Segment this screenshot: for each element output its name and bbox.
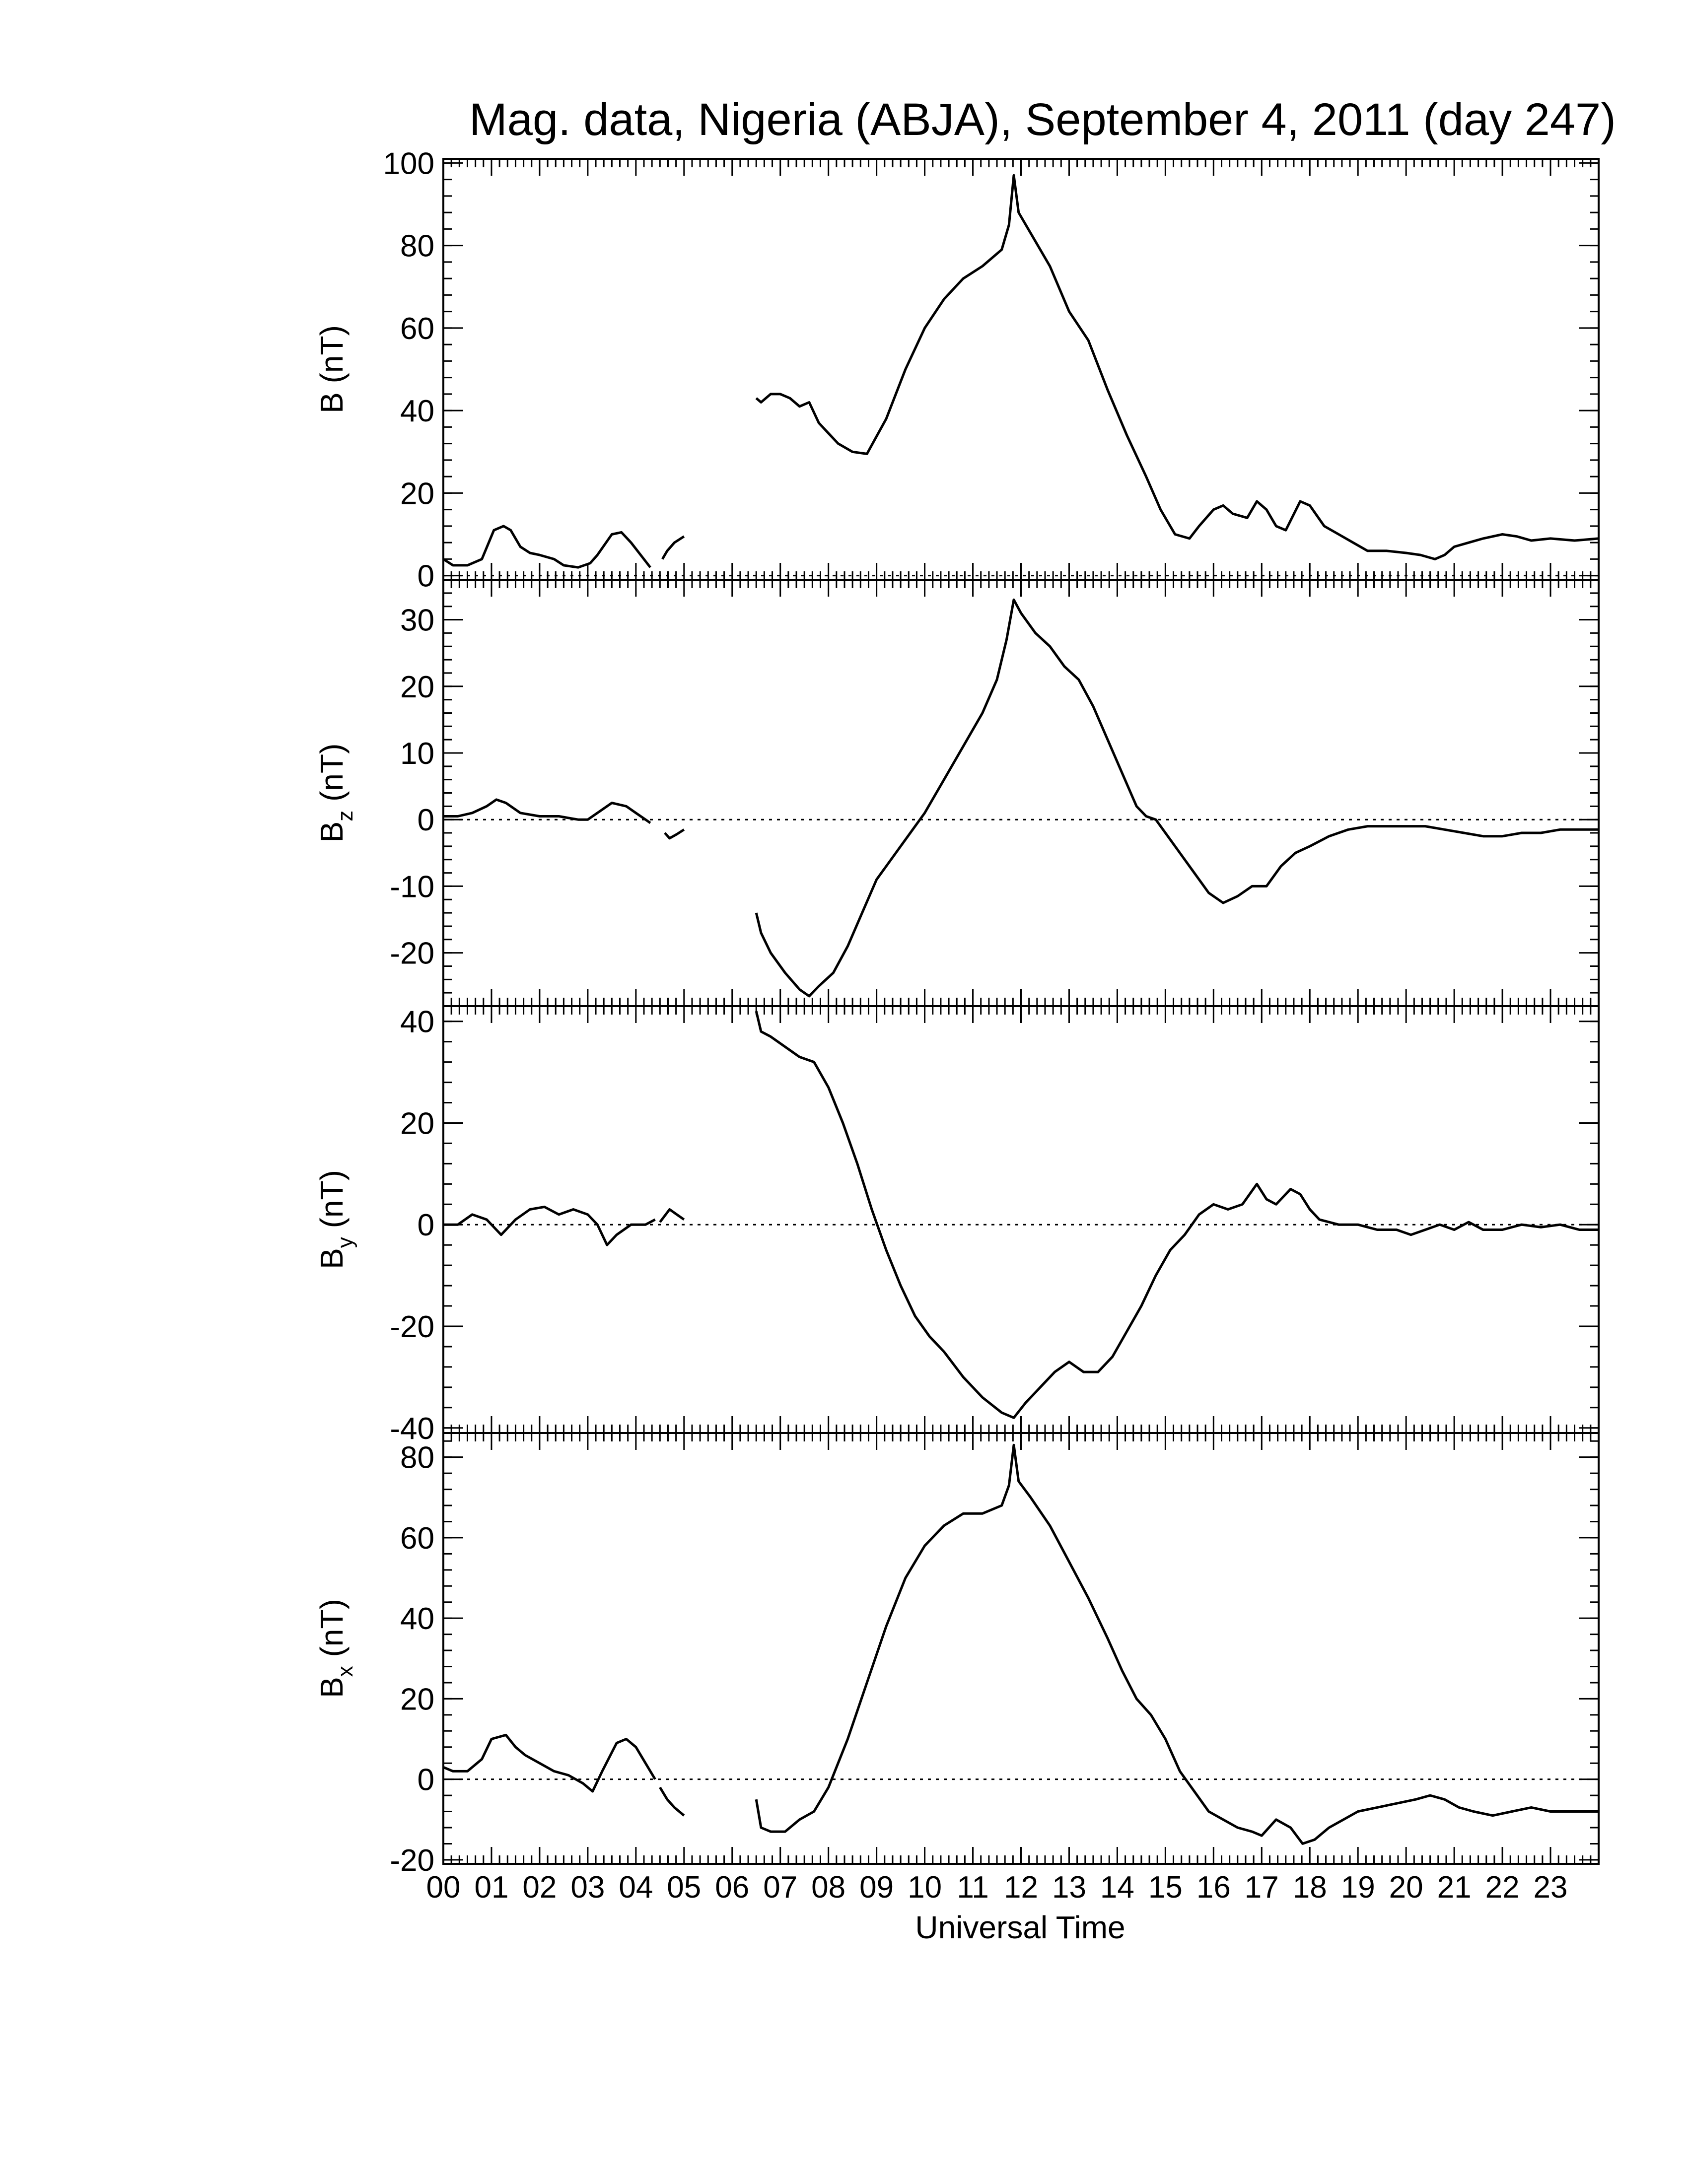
series-line-b-total-segment-2 <box>661 535 685 560</box>
x-tick-label: 19 <box>1341 1870 1375 1905</box>
x-tick-label: 05 <box>667 1870 701 1905</box>
series-line-b-total-segment-3 <box>755 174 1599 560</box>
y-axis-label-subscript: z <box>333 811 357 821</box>
plot-frame-by <box>442 1005 1600 1434</box>
x-tick-label: 15 <box>1148 1870 1183 1905</box>
panel-by: -40 -20 0 20 40 By (nT) <box>314 1005 1600 1446</box>
y-tick-label-bz: 30 <box>400 604 434 638</box>
y-tick-label-bx: -20 <box>390 1843 434 1878</box>
plot-frame-bz <box>442 579 1600 1007</box>
y-tick-label-b-total: 40 <box>400 394 434 428</box>
panel-b-total: 0 20 40 60 80 100 B (nT) <box>314 146 1600 594</box>
x-tick-label: 08 <box>811 1870 845 1905</box>
x-tick-label: 03 <box>570 1870 605 1905</box>
y-tick-label-b-total: 100 <box>383 146 434 181</box>
x-tick-label: 23 <box>1534 1870 1568 1905</box>
y-axis-label-subscript: y <box>333 1237 357 1248</box>
series-line-bx-segment-3 <box>755 1443 1599 1845</box>
x-tick-label: 09 <box>859 1870 894 1905</box>
y-tick-label-bx: 80 <box>400 1441 434 1475</box>
plot-frame-bx <box>442 1432 1600 1865</box>
y-axis-label-symbol: B <box>314 1248 350 1269</box>
y-axis-label-symbol: B <box>314 821 350 843</box>
y-axis-label-unit: (nT) <box>314 1599 350 1666</box>
x-tick-label: 07 <box>763 1870 797 1905</box>
x-tick-labels: 00 01 02 03 04 05 06 07 08 09 10 11 12 13 14 15 16 17 18 19… <box>426 1870 1568 1905</box>
x-tick-label: 11 <box>957 1870 988 1905</box>
series-line-by-segment-3 <box>755 1011 1599 1419</box>
y-tick-label-by: 20 <box>400 1106 434 1141</box>
x-tick-label: 16 <box>1196 1870 1231 1905</box>
series-line-by-segment-1 <box>443 1205 656 1246</box>
x-tick-label: 22 <box>1485 1870 1520 1905</box>
y-axis-label-unit: (nT) <box>314 744 350 811</box>
x-tick-label: 13 <box>1052 1870 1086 1905</box>
series-line-bx-segment-1 <box>443 1733 656 1793</box>
y-tick-label-by: -20 <box>390 1310 434 1344</box>
x-axis-label: Universal Time <box>915 1910 1125 1945</box>
y-tick-label-bx: 40 <box>400 1602 434 1636</box>
x-tick-label: 12 <box>1004 1870 1038 1905</box>
x-tick-label: 18 <box>1293 1870 1327 1905</box>
series-line-by-segment-2 <box>659 1208 685 1223</box>
x-tick-label: 21 <box>1437 1870 1472 1905</box>
y-tick-label-b-total: 60 <box>400 312 434 346</box>
series-line-bz-segment-2 <box>664 828 685 840</box>
y-axis-label-symbol: B <box>314 1677 350 1698</box>
y-axis-label-unit: (nT) <box>314 325 350 392</box>
x-tick-label: 20 <box>1389 1870 1423 1905</box>
y-axis-label-subscript: x <box>333 1666 357 1677</box>
y-axis-label-b-total: B (nT) <box>314 325 350 413</box>
y-tick-label-bx: 60 <box>400 1521 434 1556</box>
chart-title: Mag. data, Nigeria (ABJA), September 4, … <box>469 94 1616 145</box>
x-tick-label: 10 <box>908 1870 942 1905</box>
series-line-bz-segment-3 <box>755 598 1599 998</box>
x-tick-label: 14 <box>1100 1870 1134 1905</box>
y-tick-label-by: 40 <box>400 1005 434 1039</box>
x-tick-label: 02 <box>522 1870 557 1905</box>
y-axis-label-bx: Bx (nT) <box>314 1599 357 1698</box>
x-tick-label: 06 <box>715 1870 749 1905</box>
y-axis-label-by: By (nT) <box>314 1170 357 1269</box>
series-line-bz-segment-1 <box>443 798 651 824</box>
series-line-b-total-segment-1 <box>442 525 651 569</box>
y-axis-label-unit: (nT) <box>314 1170 350 1237</box>
y-axis-label-symbol: B <box>314 392 350 413</box>
x-tick-label: 01 <box>474 1870 508 1905</box>
y-tick-label-by: 0 <box>418 1208 434 1242</box>
x-tick-label: 17 <box>1245 1870 1279 1905</box>
y-tick-label-bz: -10 <box>390 870 434 904</box>
panel-bz: -20 -10 0 10 20 30 Bz (nT) <box>314 579 1600 1007</box>
panel-bx: -20 0 20 40 60 80 Bx (nT) <box>314 1432 1600 1878</box>
plot-frame-b-total <box>442 158 1600 581</box>
series-line-bx-segment-2 <box>659 1786 685 1817</box>
y-axis-label-bz: Bz (nT) <box>314 744 357 843</box>
x-tick-label: 00 <box>426 1870 461 1905</box>
x-tick-label: 04 <box>619 1870 653 1905</box>
y-tick-label-by: -40 <box>390 1412 434 1446</box>
y-tick-label-bz: 20 <box>400 670 434 704</box>
y-tick-label-bz: 10 <box>400 737 434 771</box>
y-tick-label-bx: 20 <box>400 1682 434 1716</box>
y-tick-label-bz: -20 <box>390 937 434 971</box>
y-tick-label-bx: 0 <box>418 1763 434 1797</box>
y-tick-label-b-total: 20 <box>400 477 434 511</box>
y-tick-label-b-total: 80 <box>400 229 434 264</box>
y-tick-label-b-total: 0 <box>418 559 434 594</box>
y-tick-label-bz: 0 <box>418 803 434 837</box>
